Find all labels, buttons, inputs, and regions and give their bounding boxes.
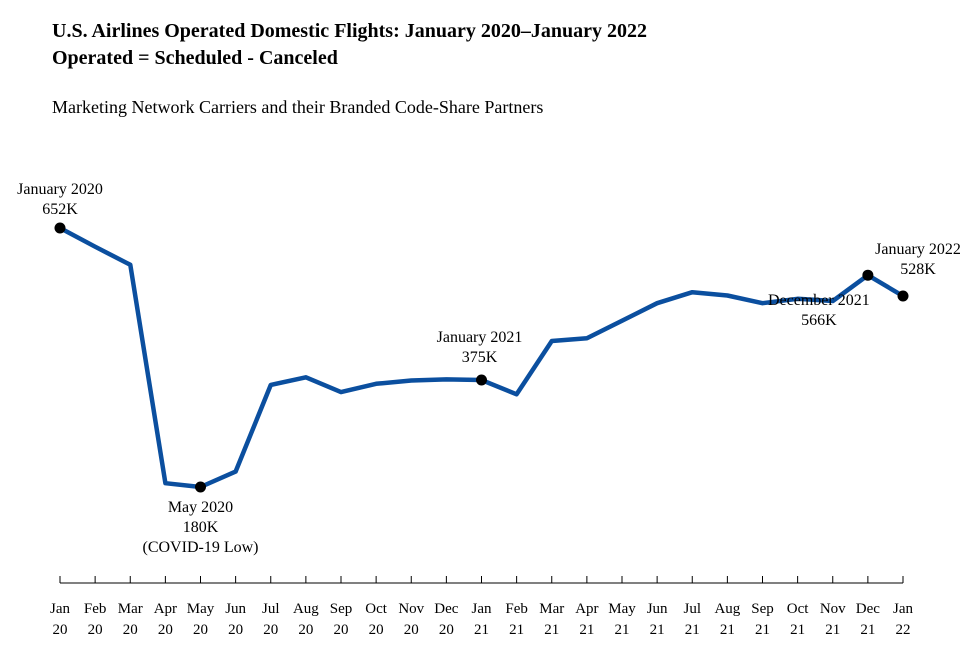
x-tick-label-month: Dec [434,601,458,617]
x-tick-label-month: Jan [50,601,70,617]
annotation-label: 375K [462,349,498,366]
x-tick-label-year: 21 [755,622,770,638]
x-tick-label-year: 20 [404,622,419,638]
x-tick-label-year: 20 [228,622,243,638]
annotation-label: 180K [183,519,219,536]
annotation-labels: January 2020 652K May 2020 180K (COVID-19 Lo… [17,181,961,556]
x-tick-label-year: 21 [825,622,840,638]
x-tick-label-year: 21 [860,622,875,638]
x-tick-label-year: 20 [334,622,349,638]
x-tick-label-month: Aug [293,601,319,617]
annotation-label: January 2022 [875,241,961,258]
x-tick-label-year: 21 [615,622,630,638]
x-tick-label-year: 21 [509,622,524,638]
x-tick-label-year: 20 [369,622,384,638]
x-tick-label-year: 20 [298,622,313,638]
x-tick-label-month: Oct [787,601,809,617]
x-tick-label-year: 21 [544,622,559,638]
x-tick-label-month: Dec [856,601,880,617]
x-tick-label-year: 20 [193,622,208,638]
annotation-label: December 2021 [768,292,870,309]
chart-title: U.S. Airlines Operated Domestic Flights:… [52,20,647,42]
x-tick-label-month: Nov [398,601,424,617]
x-tick-label-month: Aug [714,601,740,617]
x-tick-label-year: 22 [896,622,911,638]
annotation-marker [54,222,66,234]
x-tick-label-year: 21 [720,622,735,638]
x-tick-label-month: Apr [575,601,598,617]
x-tick-label-month: Feb [505,601,528,617]
x-tick-label-year: 21 [579,622,594,638]
x-tick-label-month: Jun [647,601,668,617]
x-tick-label-month: Jul [683,601,701,617]
x-tick-label-month: Sep [330,601,353,617]
x-tick-label-month: Mar [539,601,564,617]
annotation-marker [195,481,206,493]
x-tick-label-month: Mar [118,601,143,617]
annotation-marker [897,290,909,302]
x-tick-label-year: 20 [263,622,278,638]
x-tick-label-year: 21 [685,622,700,638]
x-tick-label-month: Sep [751,601,774,617]
annotation-label: 652K [42,201,78,218]
annotation-label: January 2020 [17,181,103,198]
x-tick-label-year: 20 [123,622,138,638]
x-tick-label-month: Oct [365,601,387,617]
x-axis: Jan 20 Feb 20 Mar 20 Apr 20 May 20 Jun 20 Jul 20 Aug 20… [50,576,913,638]
x-tick-label-year: 20 [53,622,68,638]
annotation-label: 528K [900,261,936,278]
annotation-marker [862,269,874,281]
x-tick-label-year: 20 [88,622,103,638]
x-tick-label-month: Jul [262,601,280,617]
annotation-label: January 2021 [437,329,523,346]
x-tick-label-month: Jun [225,601,246,617]
chart-subtitle: Marketing Network Carriers and their Bra… [52,97,544,117]
annotation-label: May 2020 [168,499,233,516]
x-tick-label-year: 21 [790,622,805,638]
annotation-marker [476,374,487,386]
annotation-label: (COVID-19 Low) [143,539,259,556]
x-tick-label-month: May [187,601,215,617]
annotation-markers [54,222,909,493]
x-tick-label-year: 20 [158,622,173,638]
x-tick-label-month: Jan [893,601,913,617]
x-tick-label-year: 21 [474,622,489,638]
x-tick-label-year: 21 [650,622,665,638]
x-tick-label-month: Nov [820,601,846,617]
chart-title-line2: Operated = Scheduled - Canceled [52,47,338,69]
x-tick-label-month: Jan [472,601,492,617]
x-tick-label-year: 20 [439,622,454,638]
annotation-label: 566K [801,312,837,329]
x-tick-label-month: Feb [84,601,107,617]
x-tick-label-month: May [608,601,636,617]
x-tick-label-month: Apr [154,601,177,617]
